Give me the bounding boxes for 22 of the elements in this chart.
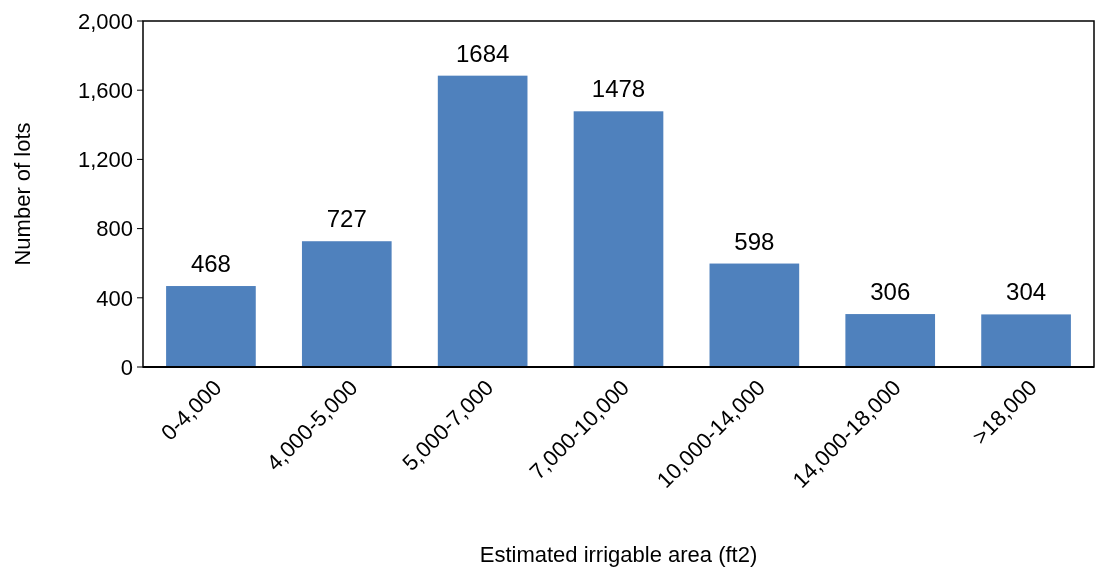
y-tick-label: 800: [96, 216, 133, 242]
bar: [573, 111, 664, 367]
data-label: 304: [1006, 278, 1047, 306]
y-tick-label: 2,000: [77, 8, 133, 34]
data-label: 468: [190, 250, 231, 278]
y-tick-label: 1,600: [77, 77, 133, 103]
y-tick-label: 1,200: [77, 147, 133, 173]
bar: [845, 314, 936, 367]
bar: [166, 286, 256, 367]
data-label: 1684: [455, 39, 510, 67]
y-tick-label: 0: [120, 354, 133, 380]
data-label: 727: [326, 205, 367, 233]
y-axis-title: Number of lots: [10, 122, 35, 266]
data-label: 306: [870, 278, 911, 306]
bar: [981, 314, 1071, 367]
x-axis-title: Estimated irrigable area (ft2): [479, 542, 758, 567]
bar: [301, 241, 392, 367]
bar: [437, 75, 528, 367]
y-tick-label: 400: [96, 285, 133, 311]
data-label: 598: [734, 227, 775, 255]
data-label: 1478: [591, 75, 646, 103]
bar: [709, 263, 800, 367]
